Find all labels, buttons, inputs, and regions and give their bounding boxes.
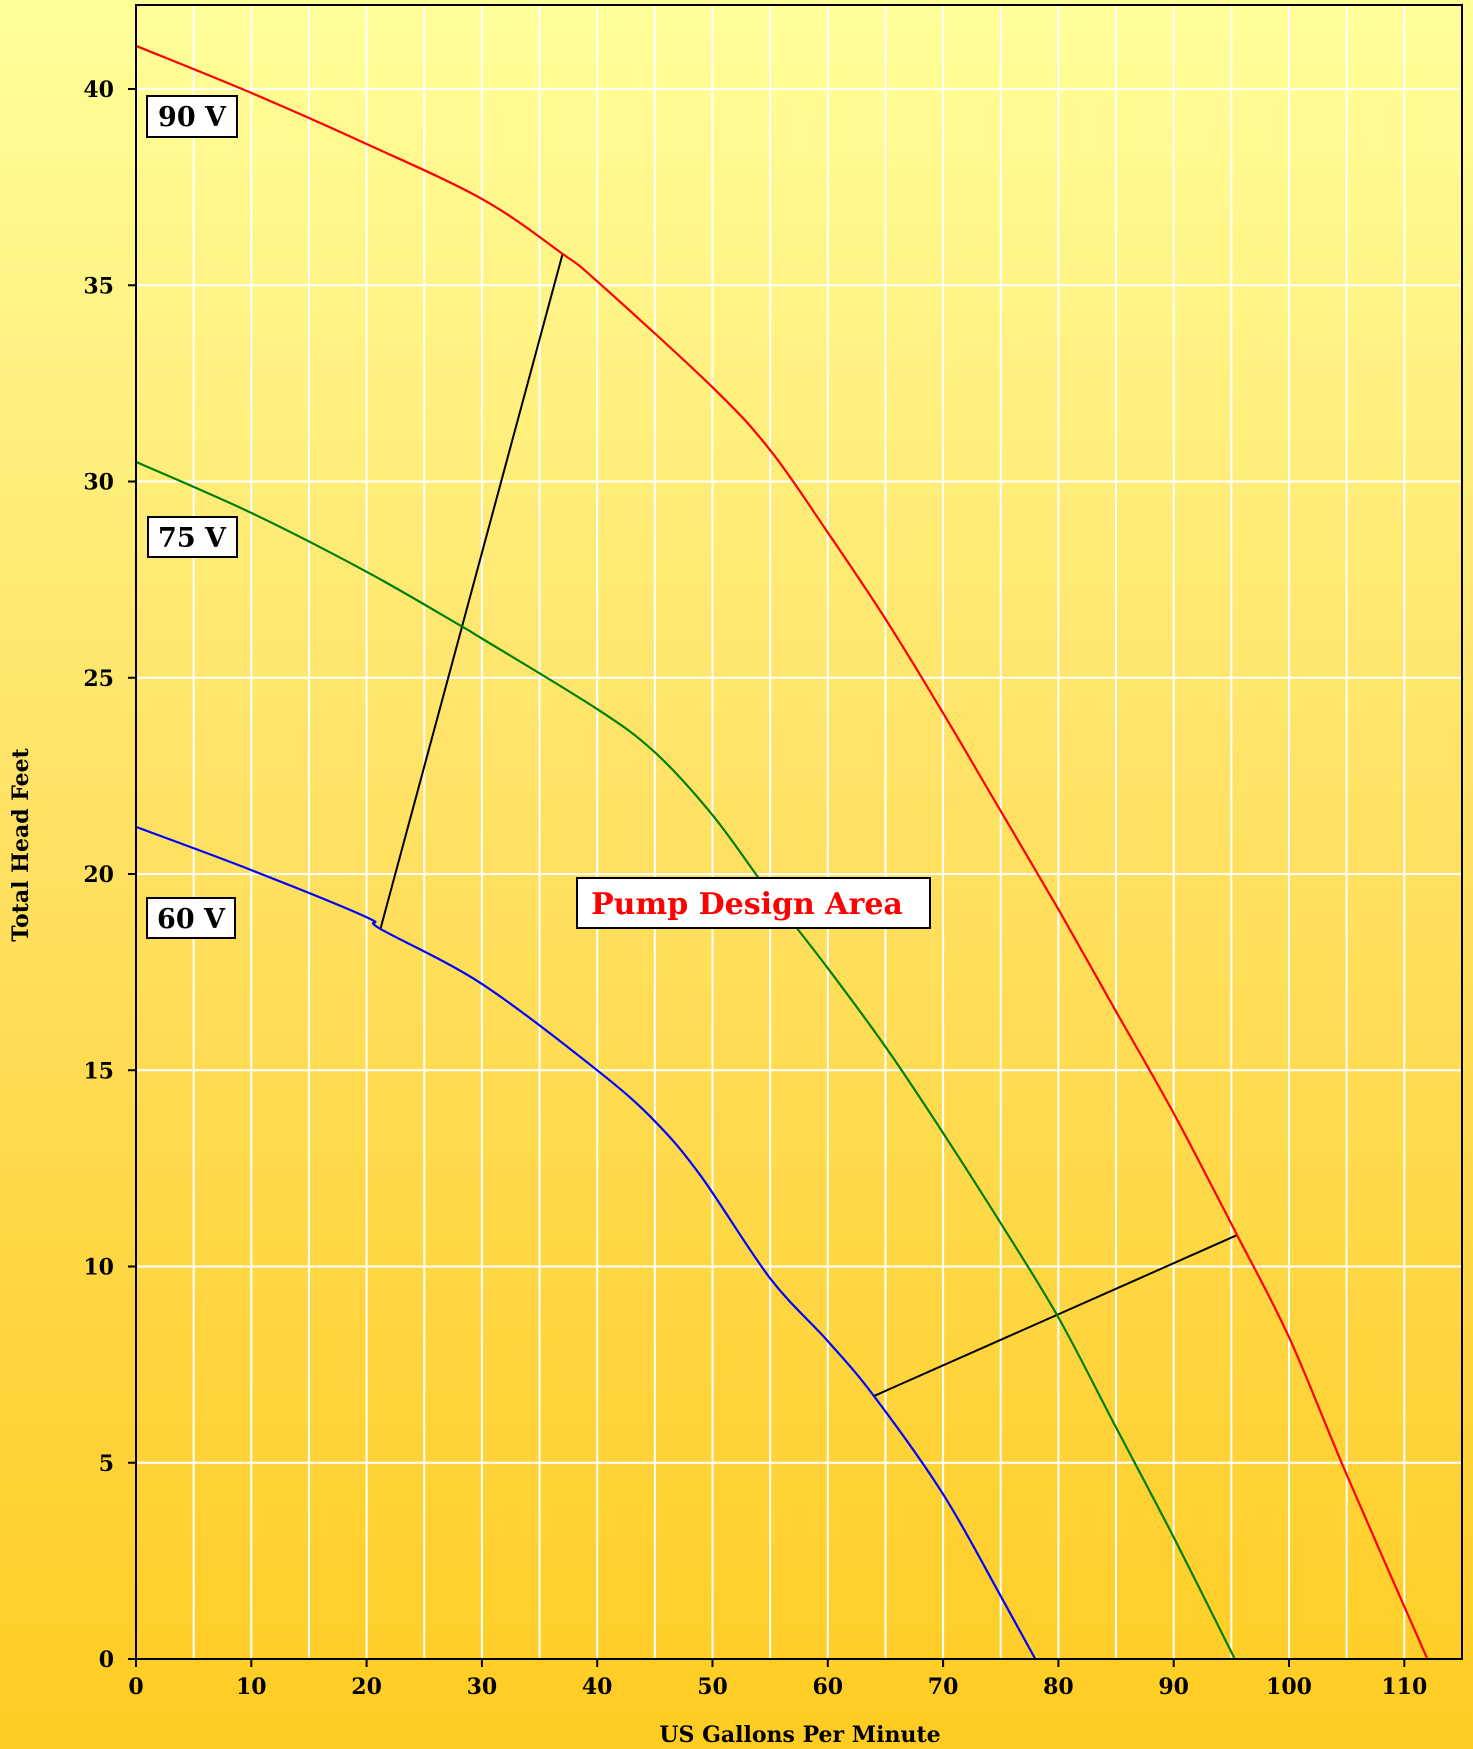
design-area-label: Pump Design Area <box>576 877 931 929</box>
y-tick-label: 25 <box>83 666 114 692</box>
y-tick-label: 40 <box>83 77 114 103</box>
series-label-75v-text: 75 V <box>158 523 227 554</box>
x-axis-title: US Gallons Per Minute <box>659 1722 940 1748</box>
design-area-label-text: Pump Design Area <box>591 887 903 922</box>
x-tick-label: 20 <box>351 1674 382 1700</box>
x-tick-label: 10 <box>236 1674 267 1700</box>
series-label-75v: 75 V <box>147 516 238 558</box>
design-area-boundary-line <box>379 253 564 930</box>
x-tick-label: 100 <box>1266 1674 1312 1700</box>
x-tick-label: 110 <box>1381 1674 1427 1700</box>
x-tick-label: 30 <box>467 1674 498 1700</box>
x-axis-ticks: 0 10 20 30 40 50 60 70 80 90 100 110 <box>128 1659 1427 1700</box>
x-tick-label: 0 <box>128 1674 143 1700</box>
grid-lines <box>136 5 1463 1659</box>
series-label-60v: 60 V <box>146 897 236 939</box>
y-tick-label: 30 <box>83 470 114 496</box>
series-label-90v-text: 90 V <box>158 102 227 133</box>
series-line-60v <box>135 825 1037 1660</box>
series-label-60v-text: 60 V <box>157 904 226 935</box>
y-axis-title: Total Head Feet <box>8 747 34 941</box>
y-tick-label: 0 <box>99 1647 114 1673</box>
x-tick-label: 50 <box>697 1674 728 1700</box>
design-area-boundary-line <box>873 1234 1238 1397</box>
y-tick-label: 20 <box>83 862 114 888</box>
y-tick-label: 10 <box>83 1255 114 1281</box>
x-tick-label: 80 <box>1043 1674 1074 1700</box>
plot-frame <box>135 4 1463 1660</box>
x-tick-label: 60 <box>812 1674 843 1700</box>
x-tick-label: 40 <box>582 1674 613 1700</box>
series-line-75v <box>135 460 1236 1660</box>
y-tick-label: 5 <box>99 1451 114 1477</box>
series-curves <box>135 44 1429 1660</box>
series-label-90v: 90 V <box>146 95 238 138</box>
series-line-90v <box>135 44 1429 1660</box>
x-tick-label: 90 <box>1158 1674 1189 1700</box>
x-tick-label: 70 <box>928 1674 959 1700</box>
design-area-lines <box>379 253 1238 1397</box>
y-tick-label: 35 <box>83 273 114 299</box>
y-tick-label: 15 <box>83 1058 114 1084</box>
y-axis-ticks: 0 5 10 15 20 25 30 35 40 <box>83 77 136 1673</box>
